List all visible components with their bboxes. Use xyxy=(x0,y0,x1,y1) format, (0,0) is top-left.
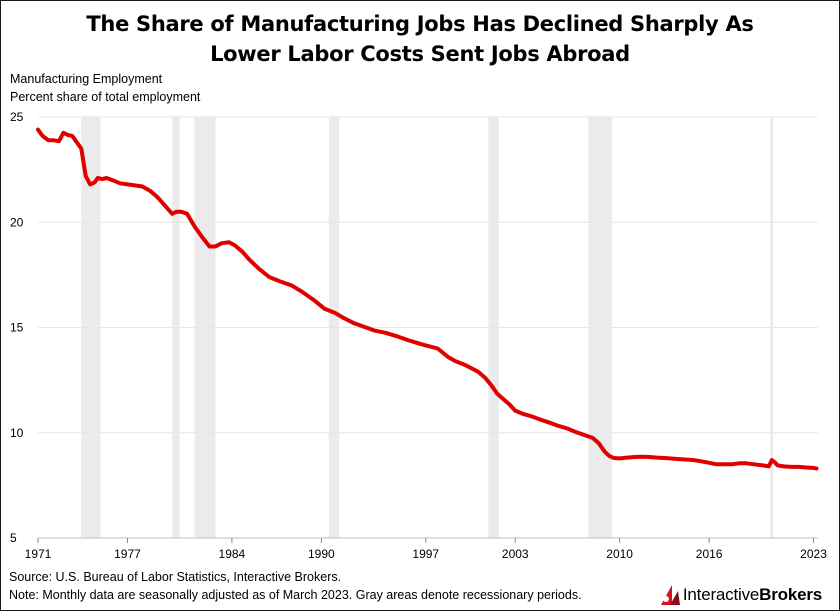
y-tick-label-25: 25 xyxy=(10,110,24,124)
x-tick-label-1977: 1977 xyxy=(114,547,141,561)
note-footnote: Note: Monthly data are seasonally adjust… xyxy=(9,588,582,602)
x-tick-label-1990: 1990 xyxy=(308,547,335,561)
logo-text-regular: Interactive xyxy=(682,585,760,604)
chart-title-line-1: The Share of Manufacturing Jobs Has Decl… xyxy=(86,12,754,36)
x-tick-label-1971: 1971 xyxy=(25,547,52,561)
x-tick-label-2010: 2010 xyxy=(606,547,633,561)
y-axis-title: Manufacturing Employment xyxy=(10,72,163,86)
source-footnote: Source: U.S. Bureau of Labor Statistics,… xyxy=(9,570,342,584)
x-tick-label-2016: 2016 xyxy=(696,547,723,561)
chart-title-line-2: Lower Labor Costs Sent Jobs Abroad xyxy=(210,42,630,66)
line-chart: 5 10 15 20 25 1971 1977 1984 1990 1997 2003 2010 201… xyxy=(10,110,827,561)
interactive-brokers-logo: InteractiveBrokers xyxy=(659,583,822,607)
y-tick-label-15: 15 xyxy=(10,321,24,335)
x-tick-label-2003: 2003 xyxy=(502,547,529,561)
x-tick-label-2023: 2023 xyxy=(800,547,827,561)
y-axis-units: Percent share of total employment xyxy=(10,90,201,104)
y-tick-label-5: 5 xyxy=(10,531,17,545)
interactive-brokers-logo-icon xyxy=(660,585,680,605)
logo-text-bold: Brokers xyxy=(759,585,822,604)
x-tick-label-1984: 1984 xyxy=(219,547,246,561)
y-tick-label-20: 20 xyxy=(10,215,24,229)
series-line-manufacturing-share xyxy=(36,127,819,471)
y-tick-label-10: 10 xyxy=(10,426,24,440)
x-tick-label-1997: 1997 xyxy=(412,547,439,561)
